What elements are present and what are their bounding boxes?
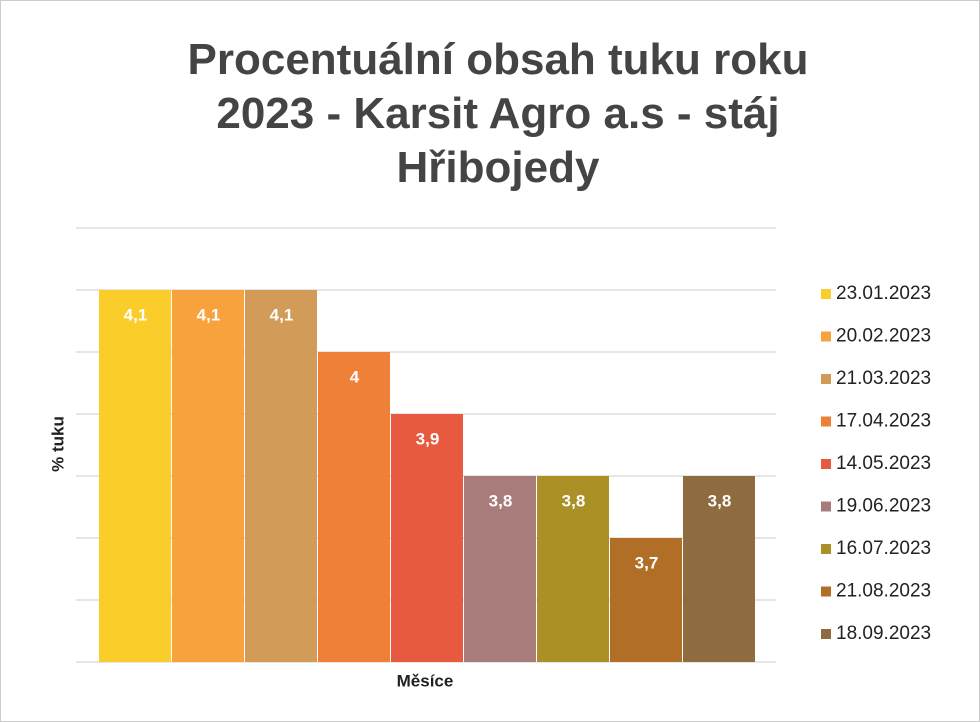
- legend-swatch: [821, 289, 831, 299]
- bar: [318, 352, 390, 662]
- legend-label: 18.09.2023: [836, 623, 931, 644]
- legend-swatch: [821, 501, 831, 512]
- data-label: 4: [350, 367, 360, 386]
- data-label: 4,1: [124, 305, 148, 324]
- legend-swatch: [821, 374, 831, 384]
- legend-label: 23.01.2023: [836, 283, 931, 304]
- data-label: 3,7: [635, 553, 659, 572]
- legend-label: 21.08.2023: [836, 581, 931, 602]
- bar: [99, 290, 171, 662]
- legend-swatch: [821, 459, 831, 469]
- legend-swatch: [821, 331, 831, 342]
- legend-swatch: [821, 629, 831, 639]
- legend-swatch: [821, 586, 831, 597]
- data-label: 3,9: [416, 429, 440, 448]
- data-label: 4,1: [270, 305, 294, 324]
- data-label: 4,1: [197, 305, 221, 324]
- legend-label: 20.02.2023: [836, 326, 931, 347]
- bar: [537, 476, 609, 662]
- data-label: 3,8: [562, 491, 586, 510]
- bar: [610, 538, 682, 662]
- data-label: 3,8: [489, 491, 513, 510]
- data-label: 3,8: [708, 491, 732, 510]
- bar: [683, 476, 755, 662]
- legend-label: 14.05.2023: [836, 453, 931, 474]
- x-axis-label: Měsíce: [397, 671, 454, 690]
- chart-title: Procentuální obsah tuku roku 2023 - Kars…: [187, 35, 809, 192]
- legend-label: 21.03.2023: [836, 368, 931, 389]
- legend-label: 17.04.2023: [836, 411, 931, 432]
- legend-label: 16.07.2023: [836, 538, 931, 559]
- legend-label: 19.06.2023: [836, 496, 931, 517]
- bar: [245, 290, 317, 662]
- bar: [464, 476, 536, 662]
- bar: [172, 290, 244, 662]
- legend-swatch: [821, 544, 831, 554]
- y-axis-label: % tuku: [48, 416, 67, 472]
- legend-swatch: [821, 416, 831, 427]
- bar: [391, 414, 463, 662]
